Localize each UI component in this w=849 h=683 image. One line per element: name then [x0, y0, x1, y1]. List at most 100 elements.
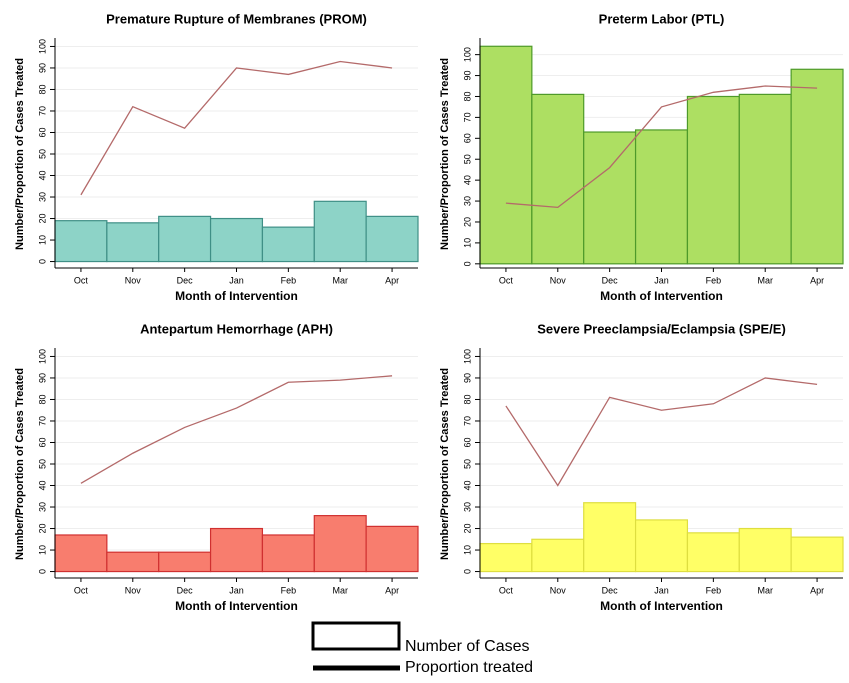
y-tick-label: 70 — [462, 112, 472, 122]
x-tick-label: Dec — [602, 585, 619, 595]
bar — [634, 129, 689, 265]
x-tick-label: Nov — [550, 585, 567, 595]
panel: Antepartum Hemorrhage (APH) Number/Propor… — [14, 321, 419, 613]
x-tick-label: Mar — [757, 585, 773, 595]
bar — [790, 536, 844, 573]
y-tick-label: 60 — [462, 437, 472, 447]
line — [80, 60, 393, 196]
x-tick-label: Feb — [706, 585, 722, 595]
y-tick-label: 20 — [37, 214, 47, 224]
x-tick-label: Jan — [654, 275, 669, 285]
x-tick-label: Nov — [125, 275, 142, 285]
bar — [313, 200, 367, 263]
x-tick-label: Oct — [499, 275, 514, 285]
y-tick-label: 0 — [37, 569, 47, 574]
x-axis-label: Month of Intervention — [175, 289, 298, 303]
panel: Preterm Labor (PTL) Number/Proportion of … — [439, 11, 844, 303]
legend-label: Proportion treated — [405, 659, 533, 676]
y-tick-label: 50 — [37, 149, 47, 159]
y-tick-label: 80 — [462, 91, 472, 101]
y-tick-label: 50 — [37, 459, 47, 469]
y-tick-label: 60 — [37, 127, 47, 137]
y-tick-label: 0 — [37, 259, 47, 264]
y-tick-label: 60 — [37, 437, 47, 447]
chart-title: Preterm Labor (PTL) — [599, 11, 725, 26]
x-tick-label: Apr — [385, 585, 399, 595]
bar — [209, 527, 264, 573]
y-tick-label: 40 — [37, 171, 47, 181]
y-tick-label: 90 — [462, 373, 472, 383]
x-axis-label: Month of Intervention — [600, 289, 723, 303]
bar — [634, 519, 689, 573]
x-tick-label: Jan — [229, 585, 244, 595]
bar — [54, 220, 108, 263]
x-tick-label: Feb — [706, 275, 722, 285]
bar — [583, 502, 637, 573]
bar — [158, 551, 212, 573]
bar — [479, 542, 533, 573]
bar — [209, 217, 264, 263]
x-tick-label: Mar — [332, 275, 348, 285]
x-tick-label: Dec — [177, 585, 194, 595]
y-tick-label: 70 — [37, 106, 47, 116]
x-tick-label: Feb — [281, 275, 297, 285]
y-tick-label: 100 — [37, 349, 47, 364]
line — [505, 85, 818, 209]
x-axis-label: Month of Intervention — [175, 599, 298, 613]
x-tick-label: Dec — [602, 275, 619, 285]
y-tick-label: 0 — [462, 569, 472, 574]
bar — [531, 93, 585, 265]
y-tick-label: 20 — [462, 217, 472, 227]
legend-label: Number of Cases — [405, 638, 530, 655]
bar — [261, 534, 315, 573]
bar — [106, 222, 160, 263]
y-tick-label: 100 — [37, 39, 47, 54]
y-tick-label: 0 — [462, 261, 472, 266]
y-tick-label: 30 — [37, 192, 47, 202]
y-tick-label: 70 — [462, 416, 472, 426]
y-tick-label: 10 — [37, 235, 47, 245]
x-tick-label: Nov — [125, 585, 142, 595]
bar — [365, 215, 419, 263]
bar — [106, 551, 160, 573]
y-tick-label: 40 — [462, 481, 472, 491]
y-axis-label: Number/Proportion of Cases Treated — [439, 368, 451, 560]
bar — [738, 93, 792, 265]
bar — [531, 538, 585, 573]
y-axis-label: Number/Proportion of Cases Treated — [14, 58, 26, 250]
y-tick-label: 20 — [462, 524, 472, 534]
bar — [54, 534, 108, 573]
x-tick-label: Oct — [499, 585, 514, 595]
y-tick-label: 90 — [37, 63, 47, 73]
x-tick-label: Mar — [332, 585, 348, 595]
x-tick-label: Apr — [810, 585, 824, 595]
y-tick-label: 30 — [462, 196, 472, 206]
bar — [583, 131, 637, 265]
bar — [313, 515, 367, 573]
y-tick-label: 30 — [462, 502, 472, 512]
bar — [158, 215, 212, 263]
legend-swatch-bar — [311, 621, 401, 651]
bar — [365, 525, 419, 573]
y-axis-label: Number/Proportion of Cases Treated — [439, 58, 451, 250]
line — [80, 375, 393, 484]
panel: Premature Rupture of Membranes (PROM) Num… — [14, 11, 419, 303]
y-tick-label: 90 — [37, 373, 47, 383]
bar — [738, 527, 792, 573]
y-tick-label: 80 — [37, 84, 47, 94]
bar — [790, 68, 844, 265]
y-tick-label: 60 — [462, 133, 472, 143]
x-tick-label: Jan — [229, 275, 244, 285]
y-tick-label: 50 — [462, 154, 472, 164]
chart-title: Antepartum Hemorrhage (APH) — [140, 321, 333, 336]
y-tick-label: 100 — [462, 47, 472, 62]
x-tick-label: Feb — [281, 585, 297, 595]
x-tick-label: Jan — [654, 585, 669, 595]
x-axis-label: Month of Intervention — [600, 599, 723, 613]
chart-title: Premature Rupture of Membranes (PROM) — [106, 11, 367, 26]
y-tick-label: 10 — [37, 545, 47, 555]
x-tick-label: Oct — [74, 585, 89, 595]
bar — [686, 95, 740, 265]
y-axis-label: Number/Proportion of Cases Treated — [14, 368, 26, 560]
